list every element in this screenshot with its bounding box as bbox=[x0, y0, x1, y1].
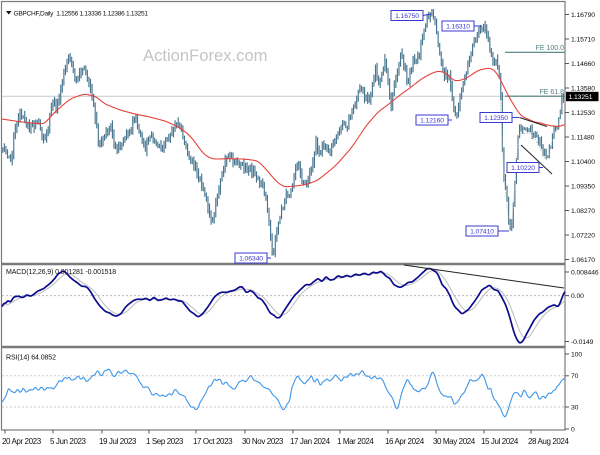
svg-text:1 Sep 2023: 1 Sep 2023 bbox=[146, 437, 184, 446]
svg-text:1 Mar 2024: 1 Mar 2024 bbox=[337, 437, 374, 446]
svg-text:1.09350: 1.09350 bbox=[571, 183, 595, 190]
svg-text:ActionForex.com: ActionForex.com bbox=[143, 46, 268, 65]
svg-text:MACD(12,26,9) 0.001281 -0.0015: MACD(12,26,9) 0.001281 -0.001518 bbox=[6, 269, 116, 276]
svg-text:RSI(14) 64.0852: RSI(14) 64.0852 bbox=[6, 355, 56, 362]
svg-text:30 Nov 2023: 30 Nov 2023 bbox=[242, 437, 284, 446]
svg-text:1.12530: 1.12530 bbox=[571, 110, 595, 117]
svg-text:16 Apr 2024: 16 Apr 2024 bbox=[385, 437, 425, 446]
svg-text:FE 100.0: FE 100.0 bbox=[536, 45, 565, 52]
svg-text:0: 0 bbox=[571, 426, 575, 433]
svg-text:1.10400: 1.10400 bbox=[571, 159, 595, 166]
svg-text:1.11480: 1.11480 bbox=[571, 134, 595, 141]
svg-text:FE 61.8: FE 61.8 bbox=[539, 89, 564, 96]
svg-text:1.16310: 1.16310 bbox=[446, 24, 470, 31]
svg-text:17 Jan 2024: 17 Jan 2024 bbox=[290, 437, 331, 446]
svg-text:1.10220: 1.10220 bbox=[511, 165, 535, 172]
svg-text:17 Oct 2023: 17 Oct 2023 bbox=[193, 437, 233, 446]
svg-text:28 Aug 2024: 28 Aug 2024 bbox=[528, 437, 569, 446]
svg-text:1.06170: 1.06170 bbox=[571, 257, 595, 264]
svg-text:1.13580: 1.13580 bbox=[571, 85, 595, 92]
svg-text:1.14660: 1.14660 bbox=[571, 61, 595, 68]
svg-text:19 Jul 2023: 19 Jul 2023 bbox=[99, 437, 137, 446]
svg-text:30 May 2024: 30 May 2024 bbox=[433, 437, 476, 446]
svg-text:1.07410: 1.07410 bbox=[470, 229, 494, 236]
svg-text:0.00: 0.00 bbox=[571, 293, 584, 300]
svg-text:20 Apr 2023: 20 Apr 2023 bbox=[2, 437, 42, 446]
svg-text:30: 30 bbox=[571, 404, 579, 411]
svg-text:100: 100 bbox=[571, 351, 582, 358]
svg-text:1.06340: 1.06340 bbox=[239, 256, 263, 263]
svg-text:GBPCHF,Daily 1.12556 1.13336: GBPCHF,Daily 1.12556 1.13336 1.12386 1.1… bbox=[14, 10, 149, 17]
svg-text:0.008446: 0.008446 bbox=[571, 269, 599, 276]
svg-text:1.12350: 1.12350 bbox=[484, 115, 508, 122]
svg-text:1.12160: 1.12160 bbox=[420, 118, 444, 125]
svg-text:5 Jun 2023: 5 Jun 2023 bbox=[50, 437, 87, 446]
svg-text:1.07220: 1.07220 bbox=[571, 232, 595, 239]
svg-text:15 Jul 2024: 15 Jul 2024 bbox=[481, 437, 519, 446]
svg-text:1.15710: 1.15710 bbox=[571, 36, 595, 43]
svg-text:1.13251: 1.13251 bbox=[569, 94, 593, 101]
svg-text:1.16790: 1.16790 bbox=[571, 12, 595, 19]
svg-text:1.08270: 1.08270 bbox=[571, 208, 595, 215]
svg-text:-0.0149: -0.0149 bbox=[571, 339, 594, 346]
svg-text:70: 70 bbox=[571, 373, 579, 380]
svg-text:1.16750: 1.16750 bbox=[395, 13, 419, 20]
